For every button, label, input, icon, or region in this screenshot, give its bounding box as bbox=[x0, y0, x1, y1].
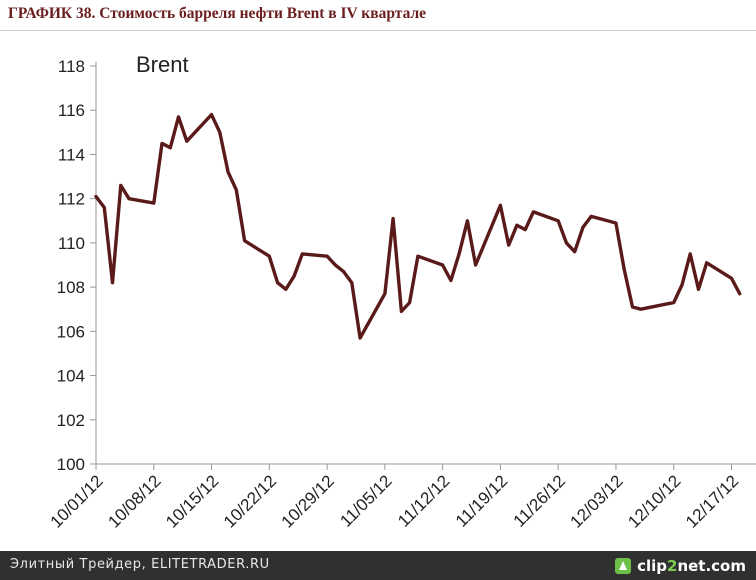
y-tick-label: 110 bbox=[58, 234, 85, 253]
y-tick-label: 112 bbox=[58, 190, 85, 209]
x-tick-label: 12/03/12 bbox=[567, 471, 627, 531]
x-tick-label: 11/05/12 bbox=[336, 471, 395, 530]
chart-title: ГРАФИК 38. Стоимость барреля нефти Brent… bbox=[8, 5, 427, 22]
x-tick-label: 10/15/12 bbox=[162, 471, 222, 531]
series-label-brent: Brent bbox=[136, 52, 189, 77]
x-tick-label: 10/01/12 bbox=[47, 471, 107, 531]
x-tick-label: 11/19/12 bbox=[452, 471, 511, 530]
footer-source-text: Элитный Трейдер, ELITETRADER.RU bbox=[10, 557, 270, 572]
y-tick-label: 100 bbox=[57, 455, 85, 474]
x-tick-label: 12/17/12 bbox=[682, 471, 742, 531]
clip2net-brand[interactable]: clip2net.com bbox=[615, 555, 746, 576]
title-divider bbox=[0, 30, 756, 31]
brand-text: clip2net.com bbox=[637, 556, 746, 575]
series-line-brent bbox=[94, 112, 742, 340]
y-tick-label: 118 bbox=[58, 57, 85, 76]
y-tick-label: 114 bbox=[58, 145, 85, 164]
y-tick-label: 116 bbox=[58, 101, 85, 120]
x-tick-label: 11/12/12 bbox=[394, 471, 453, 530]
clip2net-logo-icon bbox=[615, 557, 632, 574]
x-tick-label: 10/22/12 bbox=[220, 471, 280, 531]
footer-bar: Элитный Трейдер, ELITETRADER.RU clip2net… bbox=[0, 551, 756, 580]
y-tick-label: 102 bbox=[57, 411, 85, 430]
x-tick-label: 10/08/12 bbox=[104, 471, 164, 531]
y-tick-label: 108 bbox=[57, 278, 85, 297]
x-tick-label: 12/10/12 bbox=[624, 471, 684, 531]
y-tick-label: 106 bbox=[57, 322, 85, 341]
x-tick-label: 11/26/12 bbox=[510, 471, 569, 530]
y-tick-label: 104 bbox=[57, 367, 85, 386]
x-tick-label: 10/29/12 bbox=[278, 471, 338, 531]
